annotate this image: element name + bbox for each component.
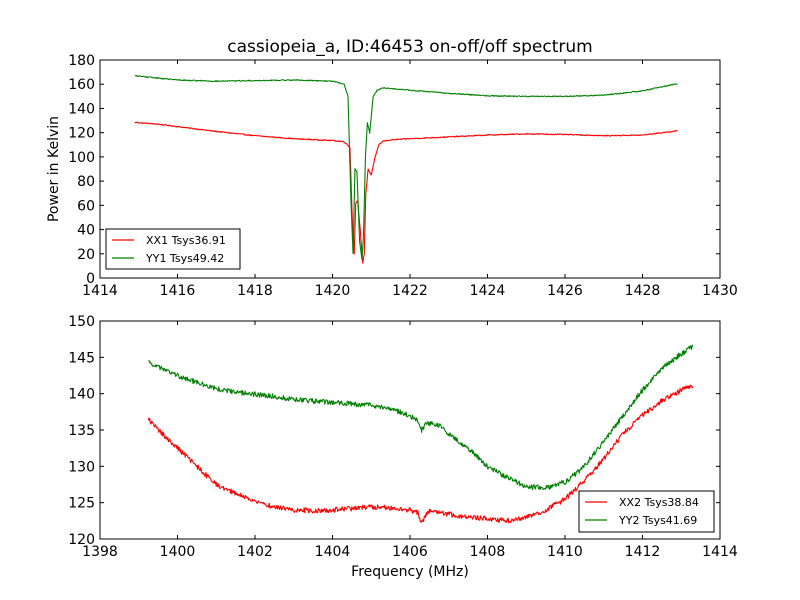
series-line-xx1 — [134, 121, 678, 264]
bottom-legend-label-yy2: YY2 Tsys41.69 — [618, 514, 697, 527]
x-tick-label: 1410 — [547, 544, 583, 560]
top-plot-ticks: 1414 1416 1418 1420 1422 1424 1426 1428 1430 0 20 4… — [68, 53, 738, 299]
bottom-plot-series-lines — [147, 344, 694, 524]
bottom-plot-ticks: 1398 1400 1402 1404 1406 1408 1410 1412 1414 120 1… — [68, 314, 738, 560]
y-tick-label: 145 — [68, 350, 95, 366]
bottom-plot-x-axis-label: Frequency (MHz) — [351, 564, 469, 580]
series-line-yy1 — [134, 74, 678, 260]
y-tick-label: 40 — [77, 223, 95, 239]
x-tick-label: 1416 — [160, 283, 196, 299]
x-tick-label: 1426 — [547, 283, 583, 299]
y-tick-label: 120 — [68, 126, 95, 142]
top-plot-series-lines — [134, 74, 678, 264]
y-tick-label: 130 — [68, 459, 95, 475]
y-tick-label: 60 — [77, 198, 95, 214]
bottom-legend-label-xx2: XX2 Tsys38.84 — [619, 496, 699, 509]
y-tick-label: 80 — [77, 174, 95, 190]
top-plot-y-axis-label: Power in Kelvin — [46, 116, 62, 222]
y-tick-label: 135 — [68, 423, 95, 439]
series-line-xx2 — [147, 384, 694, 524]
x-tick-label: 1428 — [625, 283, 661, 299]
x-tick-label: 1414 — [82, 283, 118, 299]
top-plot-title: cassiopeia_a, ID:46453 on-off/off spectr… — [227, 37, 592, 57]
series-line-yy2 — [148, 344, 694, 491]
x-tick-label: 1422 — [392, 283, 428, 299]
y-tick-label: 125 — [68, 496, 95, 512]
y-tick-label: 100 — [68, 150, 95, 166]
top-plot-legend: XX1 Tsys36.91 YY1 Tsys49.42 — [105, 228, 241, 270]
x-tick-label: 1402 — [237, 544, 273, 560]
bottom-legend-box — [578, 490, 715, 533]
y-tick-label: 0 — [86, 271, 95, 287]
x-tick-label: 1404 — [315, 544, 351, 560]
x-tick-label: 1424 — [470, 283, 506, 299]
x-tick-label: 1400 — [160, 544, 196, 560]
bottom-plot-legend: XX2 Tsys38.84 YY2 Tsys41.69 — [578, 490, 715, 533]
x-tick-label: 1414 — [702, 544, 738, 560]
x-tick-label: 1418 — [237, 283, 273, 299]
top-legend-label-xx1: XX1 Tsys36.91 — [146, 234, 226, 247]
top-legend-box — [105, 228, 241, 270]
bottom-plot: Frequency (MHz) 1398 1400 1402 1404 1406 1408… — [68, 314, 738, 580]
x-tick-label: 1412 — [625, 544, 661, 560]
x-tick-label: 1398 — [82, 544, 118, 560]
x-tick-label: 1420 — [315, 283, 351, 299]
x-tick-label: 1408 — [470, 544, 506, 560]
y-tick-label: 160 — [68, 77, 95, 93]
x-tick-label: 1406 — [392, 544, 428, 560]
y-tick-label: 180 — [68, 53, 95, 69]
top-legend-label-yy1: YY1 Tsys49.42 — [145, 252, 224, 265]
x-tick-label: 1430 — [702, 283, 738, 299]
y-tick-label: 120 — [68, 532, 95, 548]
y-tick-label: 140 — [68, 101, 95, 117]
top-plot: cassiopeia_a, ID:46453 on-off/off spectr… — [46, 37, 738, 299]
y-tick-label: 150 — [68, 314, 95, 330]
y-tick-label: 140 — [68, 387, 95, 403]
y-tick-label: 20 — [77, 247, 95, 263]
